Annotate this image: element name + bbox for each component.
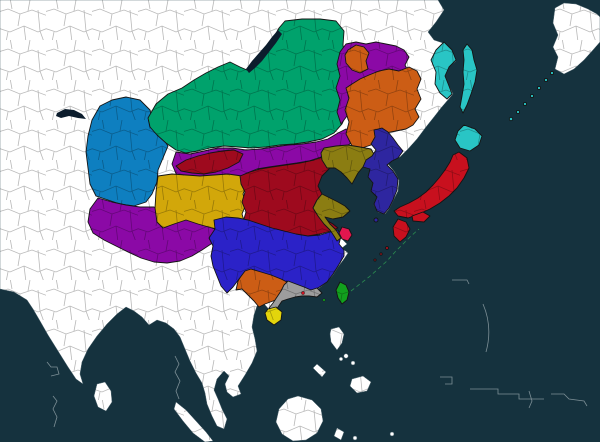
kuril-island[interactable] xyxy=(529,93,535,99)
lake-baikal xyxy=(246,30,282,73)
visayas-islet xyxy=(350,360,356,366)
region-pratas-green-dot[interactable] xyxy=(322,298,326,302)
kuril-island[interactable] xyxy=(543,77,549,83)
kuril-island[interactable] xyxy=(508,116,514,122)
ryukyu-island[interactable] xyxy=(385,246,389,250)
borneo-island xyxy=(275,395,324,442)
lake-balkhash xyxy=(56,109,86,119)
jeju-island[interactable] xyxy=(373,217,379,223)
maritime-border-line xyxy=(46,279,588,428)
kuril-island[interactable] xyxy=(536,85,542,91)
ryukyu-island[interactable] xyxy=(373,258,377,262)
kuril-island[interactable] xyxy=(522,101,528,107)
kuril-island[interactable] xyxy=(549,70,555,76)
mindanao-island xyxy=(349,375,372,394)
maritime-border-green-line xyxy=(350,228,420,292)
moluccas-islet xyxy=(352,435,358,441)
luzon-island xyxy=(329,326,345,351)
moluccas-islet xyxy=(389,431,395,437)
sulawesi-island xyxy=(333,427,345,441)
palawan-island xyxy=(312,363,327,378)
white-islands xyxy=(93,2,600,442)
ryukyu-island[interactable] xyxy=(379,252,383,256)
visayas-islet xyxy=(343,353,349,359)
visayas-islet xyxy=(338,356,344,362)
kuril-island[interactable] xyxy=(515,109,521,115)
maritime-borders xyxy=(46,228,588,428)
kamchatka-peninsula xyxy=(552,2,600,75)
sri-lanka-island xyxy=(93,381,113,412)
